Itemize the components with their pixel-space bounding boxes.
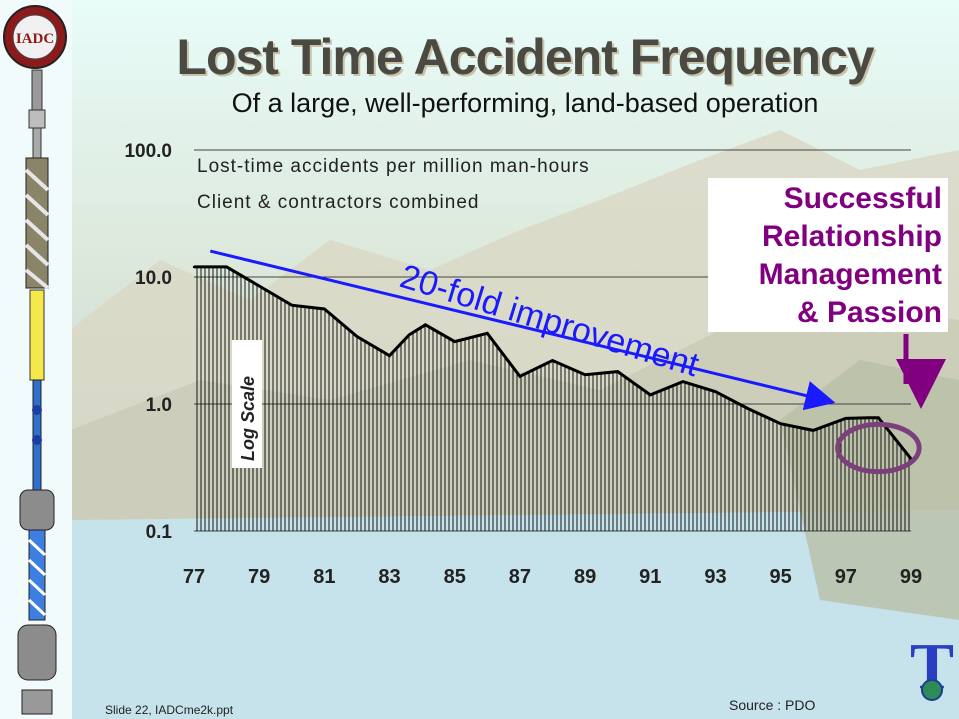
data-point [867, 416, 870, 419]
x-tick-label: 79 [248, 566, 270, 588]
log-scale-box [232, 340, 262, 468]
data-point [355, 335, 359, 338]
highlight-ellipse [835, 421, 922, 475]
y-tick-label: 1.0 [146, 395, 172, 416]
x-tick-label: 93 [704, 566, 726, 588]
data-point [649, 393, 652, 397]
slide-footer: Slide 22, IADCme2k.ppt [105, 703, 234, 717]
data-point [323, 307, 326, 311]
data-point [681, 380, 685, 383]
logo-text: IADC [16, 31, 54, 47]
y-axis-ticks: 100.0 10.0 1.0 0.1 [124, 141, 172, 543]
drill-string-icon [17, 69, 57, 715]
x-tick-label: 91 [639, 566, 661, 588]
slide-subtitle: Of a large, well-performing, land-based … [231, 88, 819, 118]
y-tick-label: 10.0 [135, 268, 172, 289]
data-point [518, 375, 522, 378]
callout-line-1: Successful [783, 182, 942, 215]
x-tick-label: 77 [183, 566, 205, 588]
x-tick-label: 99 [900, 566, 922, 588]
data-point [714, 390, 717, 393]
data-point [746, 407, 750, 410]
data-point [453, 340, 456, 343]
x-axis-ticks: 77 79 81 83 85 87 89 91 93 95 97 99 [183, 566, 922, 588]
legend-line-1: Lost-time accidents per million man-hour… [197, 156, 590, 177]
callout-line-2: Relationship [761, 220, 942, 253]
data-point [812, 429, 815, 432]
legend-line-2: Client & contractors combined [197, 192, 479, 213]
data-point [257, 284, 261, 288]
data-point [225, 265, 228, 269]
callout-line-4: & Passion [796, 296, 942, 329]
data-point [486, 332, 489, 335]
data-area [194, 266, 911, 531]
x-tick-label: 95 [770, 566, 792, 588]
source-note: Source : PDO [729, 697, 816, 713]
company-logo: T [910, 630, 954, 703]
x-tick-label: 89 [574, 566, 596, 588]
x-tick-label: 83 [378, 566, 400, 588]
data-points [192, 265, 913, 461]
data-point [583, 373, 587, 376]
iadc-logo: IADC [3, 5, 67, 69]
log-scale-label: Log Scale [238, 376, 258, 461]
data-point [424, 323, 427, 327]
data-point [192, 265, 196, 269]
data-point [388, 354, 391, 357]
x-tick-label: 87 [509, 566, 531, 588]
data-point [877, 416, 880, 419]
improvement-arrow [209, 249, 836, 411]
x-tick-label: 97 [835, 566, 857, 588]
data-point [844, 417, 848, 420]
y-tick-label: 0.1 [146, 522, 173, 543]
callout-box: Successful Relationship Management & Pas… [708, 178, 948, 332]
x-tick-label: 85 [444, 566, 466, 588]
callout-line-3: Management [758, 258, 942, 291]
slide-title: Lost Time Accident Frequency [176, 29, 874, 85]
x-tick-label: 81 [313, 566, 335, 588]
data-point [616, 370, 619, 373]
data-point [407, 333, 411, 337]
data-point [551, 359, 554, 362]
data-point [290, 303, 293, 307]
y-tick-label: 100.0 [124, 141, 172, 162]
data-point [779, 422, 782, 425]
